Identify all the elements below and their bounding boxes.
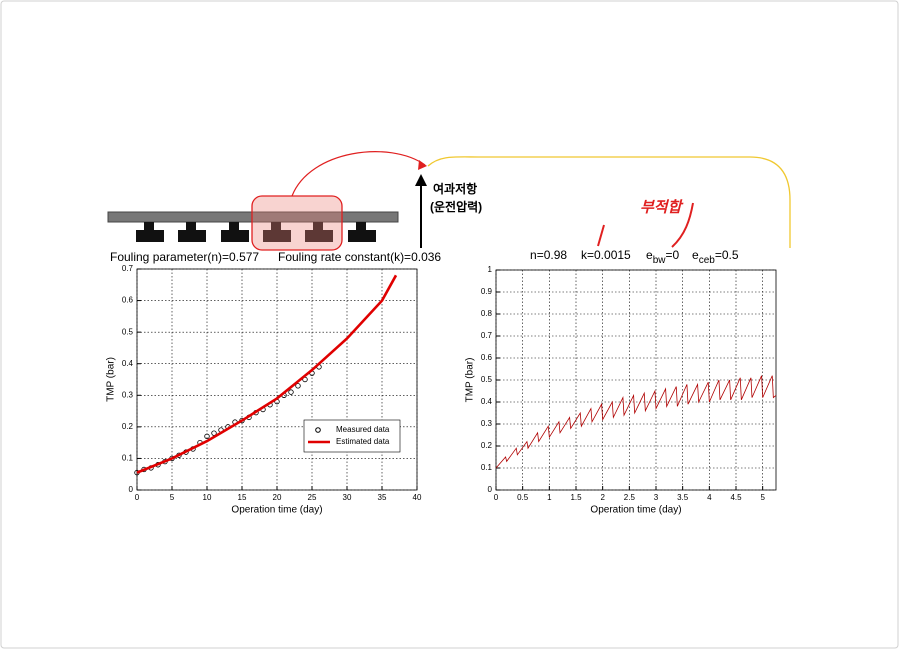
data-line <box>495 375 777 469</box>
legend-box <box>303 419 401 453</box>
x-tick-label: 1 <box>547 493 552 502</box>
red-arrow <box>291 151 426 197</box>
parameter-value: =0.98 <box>537 248 568 262</box>
yellow-curve <box>427 156 791 248</box>
annotation: Fouling rate constant(k)=0.036 <box>278 250 441 264</box>
data-point <box>204 433 210 440</box>
parameter: n=0.98 <box>530 248 567 262</box>
y-tick-label: 0.4 <box>481 397 493 406</box>
x-tick-label: 25 <box>308 493 317 502</box>
y-tick-label: 0.2 <box>122 422 134 431</box>
x-tick-label: 40 <box>413 493 422 502</box>
red-mark <box>671 202 694 248</box>
x-tick-label: 0.5 <box>517 493 529 502</box>
parameter-name: e <box>692 248 699 262</box>
x-tick-label: 15 <box>238 493 247 502</box>
highlight-box <box>251 195 343 251</box>
parameter: eceb=0.5 <box>692 248 739 265</box>
y-tick-label: 0 <box>129 485 134 494</box>
header-pipe <box>107 211 399 223</box>
legend-label: Estimated data <box>336 437 390 446</box>
resistance-label: 여과저항 <box>433 181 477 196</box>
unsuitable-label: 부적합 <box>640 199 684 216</box>
legend-marker <box>315 427 321 433</box>
x-tick-label: 3 <box>654 493 659 502</box>
data-point <box>288 389 294 395</box>
parameter-subscript: bw <box>653 255 667 266</box>
y-tick-label: 0.7 <box>122 264 134 273</box>
parameter-subscript: ceb <box>699 255 716 266</box>
legend-label: Measured data <box>336 425 390 434</box>
y-tick-label: 0.1 <box>481 463 493 472</box>
x-tick-label: 20 <box>273 493 282 502</box>
y-tick-label: 0.2 <box>481 441 493 450</box>
x-tick-label: 4 <box>707 493 712 502</box>
y-axis-label: TMP (bar) <box>106 357 117 402</box>
y-tick-label: 0.5 <box>481 375 493 384</box>
x-tick-label: 4.5 <box>730 493 742 502</box>
y-tick-label: 0 <box>488 485 493 494</box>
y-axis-label: TMP (bar) <box>465 358 476 403</box>
x-tick-label: 5 <box>170 493 175 502</box>
arrow-head <box>418 160 427 170</box>
data-point <box>295 383 301 389</box>
y-tick-label: 0.4 <box>122 359 134 368</box>
red-mark <box>597 224 605 247</box>
parameter-name: e <box>646 248 653 262</box>
data-line <box>136 274 398 474</box>
y-tick-label: 0.1 <box>122 454 134 463</box>
y-tick-label: 0.5 <box>122 327 134 336</box>
plot-frame <box>495 269 777 491</box>
x-tick-label: 2.5 <box>624 493 636 502</box>
x-tick-label: 5 <box>760 493 765 502</box>
x-tick-label: 35 <box>378 493 387 502</box>
y-tick-label: 0.6 <box>481 353 493 362</box>
plot-area <box>137 269 417 490</box>
annotation: Fouling parameter(n)=0.577 <box>110 250 259 264</box>
y-tick-label: 0.9 <box>481 287 493 296</box>
parameter: ebw=0 <box>646 248 679 265</box>
x-tick-label: 2 <box>600 493 605 502</box>
parameter-value: =0.5 <box>715 248 739 262</box>
y-tick-label: 0.6 <box>122 296 134 305</box>
x-tick-label: 0 <box>135 493 140 502</box>
parameter-value: =0.0015 <box>587 248 631 262</box>
parameter-name: n <box>530 248 537 262</box>
x-tick-label: 0 <box>494 493 499 502</box>
parameter: k=0.0015 <box>581 248 631 262</box>
y-tick-label: 0.7 <box>481 331 493 340</box>
y-tick-label: 0.3 <box>122 390 134 399</box>
y-tick-label: 1 <box>488 265 493 274</box>
y-tick-label: 0.3 <box>481 419 493 428</box>
parameter-name: k <box>581 248 588 262</box>
parameter-value: =0 <box>665 248 679 262</box>
arrow-head <box>415 174 427 186</box>
x-tick-label: 1.5 <box>570 493 582 502</box>
x-tick-label: 3.5 <box>677 493 689 502</box>
plot-frame <box>136 268 418 491</box>
x-tick-label: 10 <box>203 493 212 502</box>
modules <box>136 222 376 242</box>
x-axis-label: Operation time (day) <box>231 505 322 516</box>
x-tick-label: 30 <box>343 493 352 502</box>
pressure-label: (운전압력) <box>430 199 482 214</box>
x-axis-label: Operation time (day) <box>590 505 681 516</box>
y-tick-label: 0.8 <box>481 309 493 318</box>
